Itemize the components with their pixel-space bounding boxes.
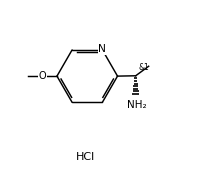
Text: NH₂: NH₂ [127, 100, 147, 110]
Text: HCl: HCl [76, 152, 95, 162]
Text: N: N [98, 44, 106, 54]
Text: O: O [38, 71, 46, 81]
Text: &1: &1 [139, 63, 149, 72]
